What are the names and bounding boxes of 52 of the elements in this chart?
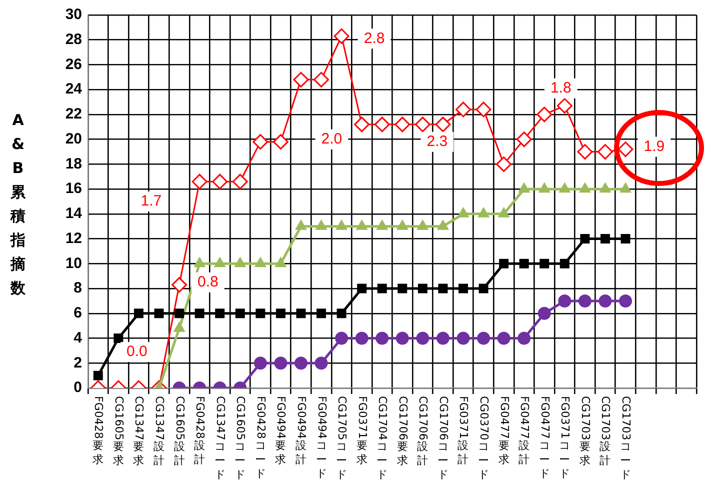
y-tick-label: 12 [65,230,82,247]
y-tick-label: 14 [65,205,83,222]
x-tick-label: CG1706コード [436,396,450,482]
x-tick-label: FG0428設計 [192,396,207,467]
x-tick-label: CG1706設計 [416,396,430,468]
y-tick-label: 0 [74,379,82,396]
annotation: 2.0 [321,130,342,148]
x-tick-label: CG1705コード [334,396,349,482]
x-tick-label: CG1347要求 [132,396,146,468]
annotation: 1.7 [140,192,162,210]
x-tick-label: FG0477コード [537,396,552,481]
y-tick-label: 4 [74,329,83,346]
y-tick-label: 26 [65,56,82,73]
x-tick-label: CG1347設計 [152,396,166,468]
annotation: 1.8 [550,79,572,96]
x-tick-label: CG1605設計 [172,396,186,468]
y-tick-label: 24 [65,80,83,98]
y-tick-label: 30 [65,6,82,24]
x-tick-label: FG0428要求 [91,396,106,467]
x-tick-label: CG1605コード [233,396,248,482]
annotation: 2.8 [364,30,385,47]
x-tick-label: CG1703コード [618,396,632,482]
y-tick-label: 28 [65,31,82,48]
x-tick-label: FG0428コード [253,396,268,481]
x-tick-label: FG0477設計 [517,396,532,467]
y-tick-label: 6 [74,304,82,322]
annotation: 1.9 [644,138,665,155]
x-tick-label: CG1703設計 [598,396,612,468]
y-tick-label: 10 [65,254,82,272]
annotation: 2.3 [426,132,448,150]
x-tick-label: CG1704コード [375,396,390,482]
x-tick-label: CG1347コード [212,396,227,482]
x-tick-label: FG0494要求 [274,396,288,467]
x-tick-label: FG0371コード [558,396,572,481]
annotation: 0.0 [126,343,148,360]
x-tick-label: CG1706要求 [395,396,410,468]
y-axis-title: A&B累積指摘数 [9,110,26,299]
y-tick-label: 20 [65,130,82,148]
y-tick-label: 22 [65,106,82,123]
annotation: 0.8 [198,273,218,290]
x-tick-label: FG0371要求 [354,396,369,467]
x-tick-label: FG0494コード [314,396,328,481]
y-tick-label: 2 [74,354,82,372]
x-tick-label: FG0371設計 [456,396,470,467]
x-tick-label: CG0370コード [476,396,491,482]
y-tick-label: 8 [74,280,82,297]
x-tick-label: FG0477要求 [496,396,511,467]
y-tick-label: 18 [65,155,82,172]
x-tick-label: CG1605要求 [111,396,126,468]
x-tick-label: FG0494設計 [294,396,308,467]
x-tick-label: CG1703要求 [578,396,592,468]
y-tick-label: 16 [65,180,82,198]
